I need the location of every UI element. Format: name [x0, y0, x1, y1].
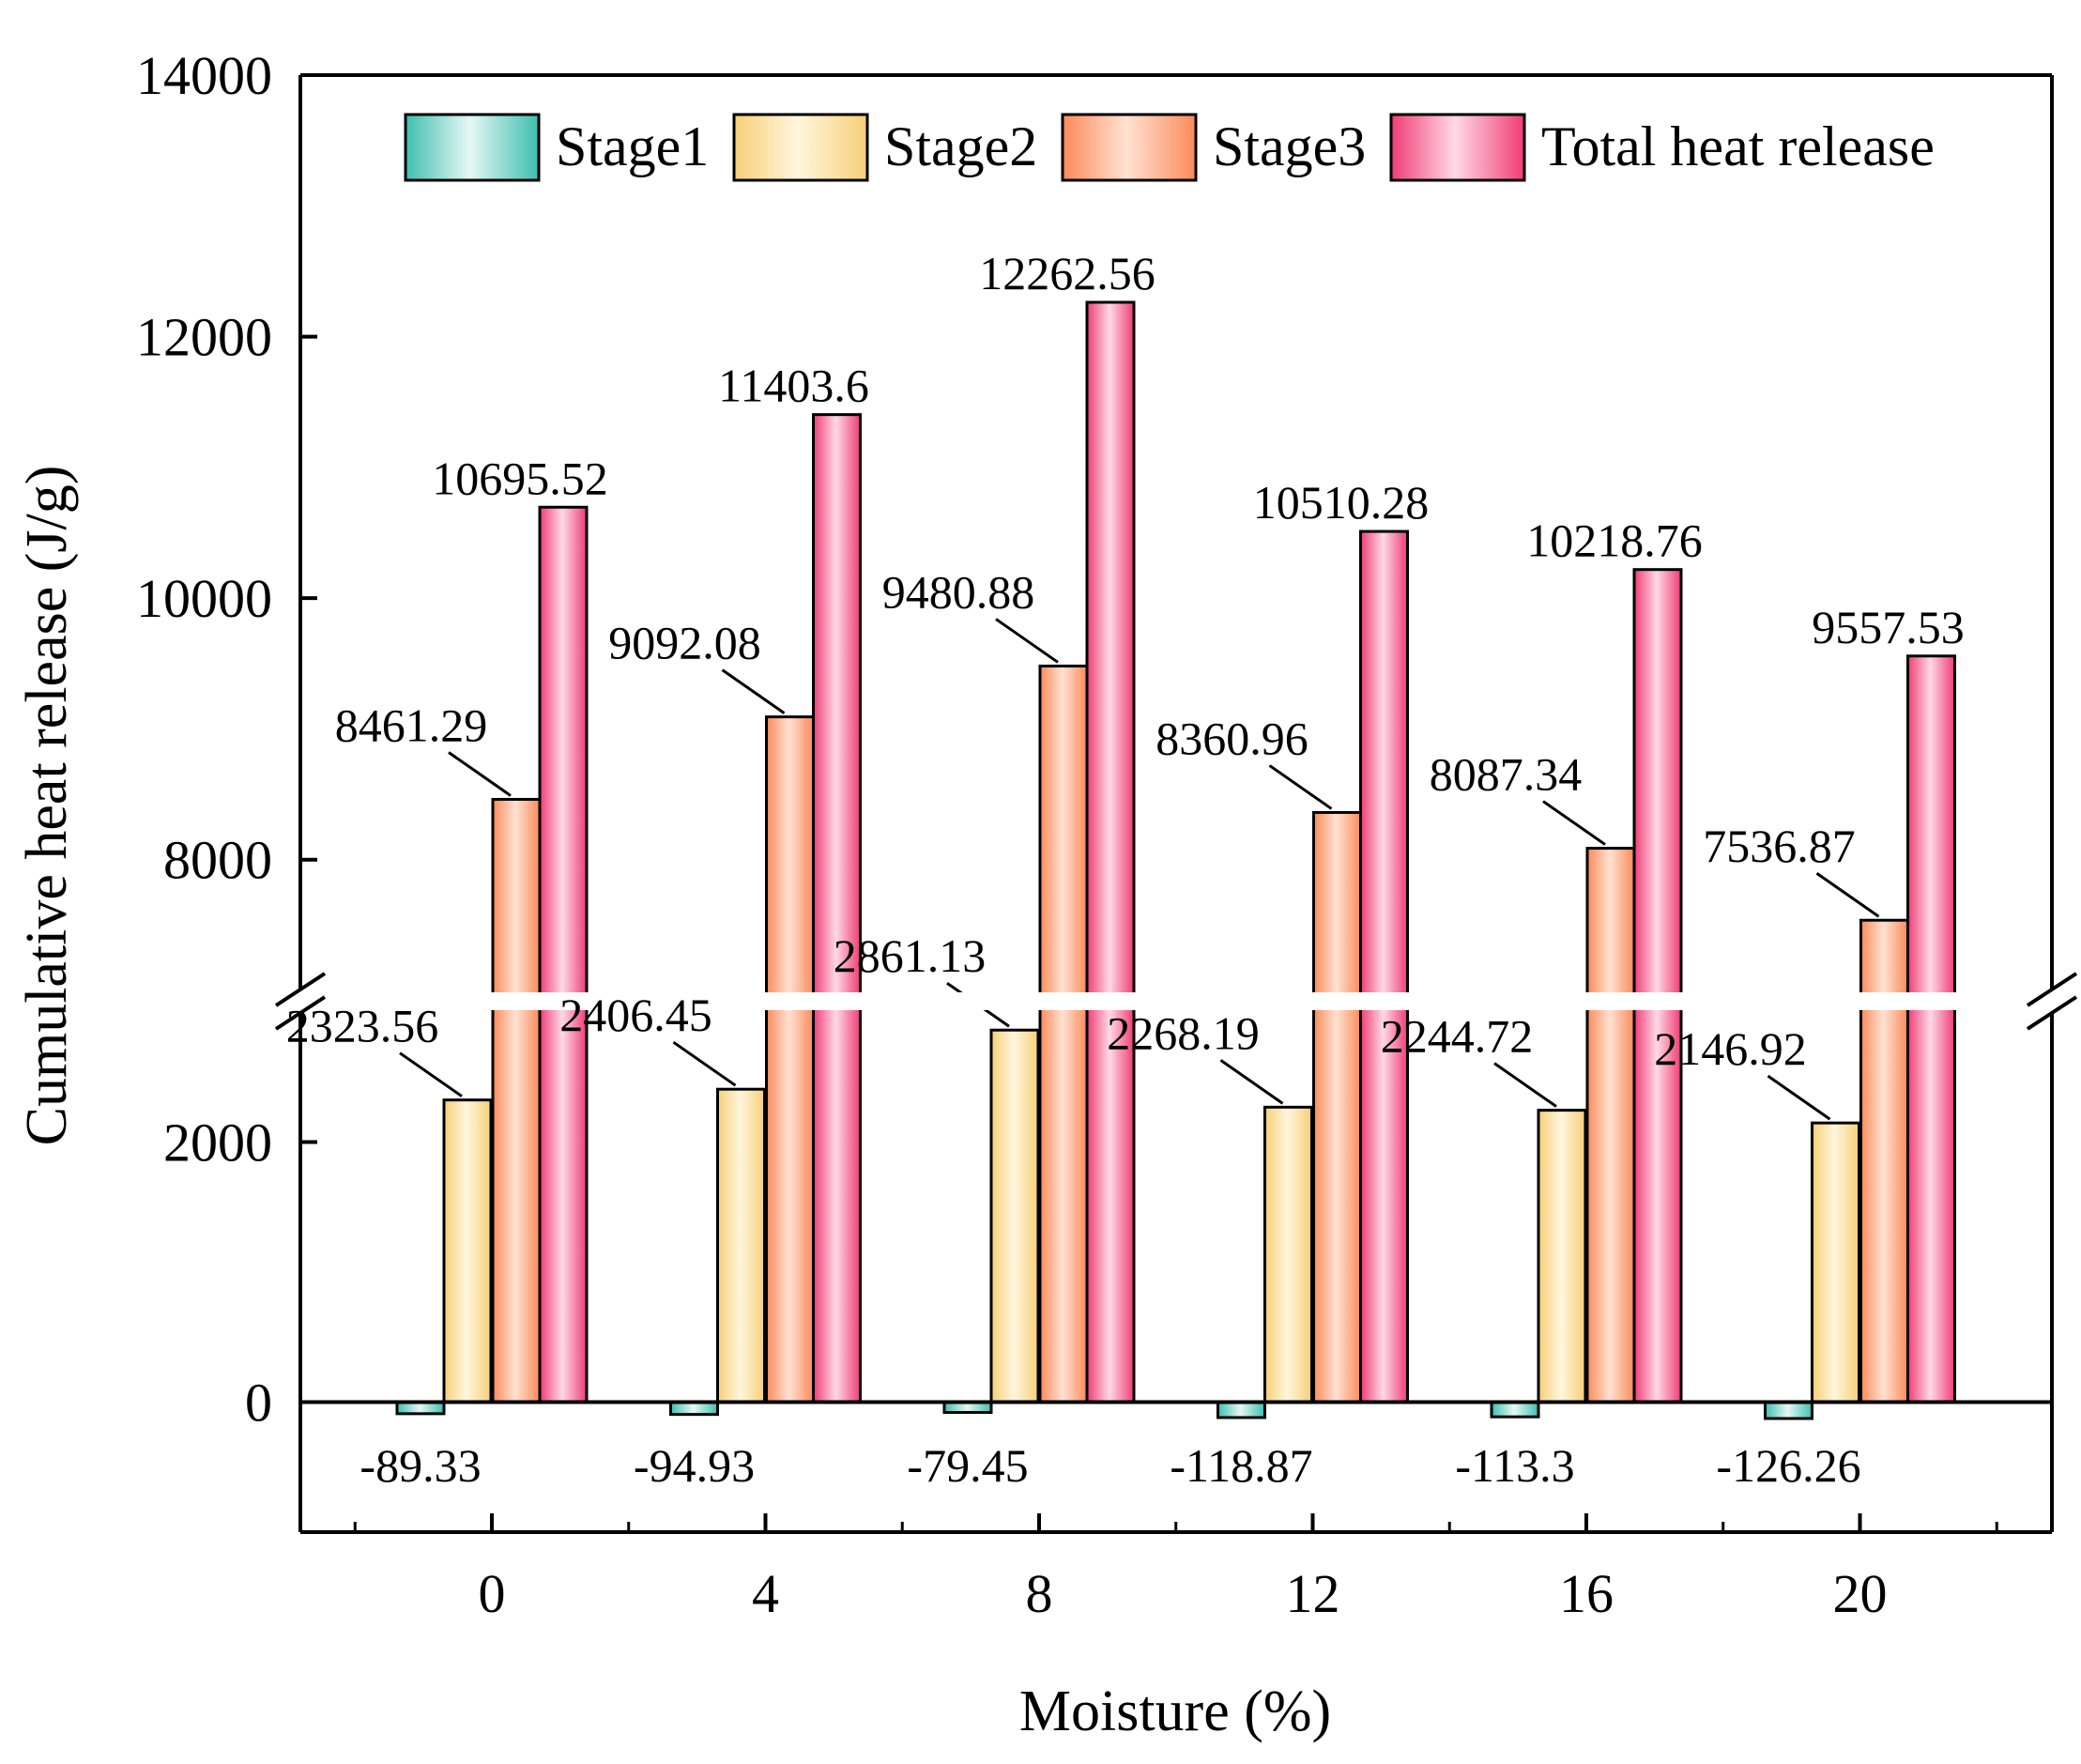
bar-total-heat-release-12 [1359, 529, 1409, 1404]
legend-swatch-stage1 [404, 113, 541, 182]
y-tick-14000-label: 14000 [136, 45, 272, 106]
bar-stage3-16 [1585, 847, 1636, 1404]
bar-stage3-12 [1312, 810, 1362, 1404]
bar-stage2-12 [1263, 1105, 1313, 1404]
break-mark-left-lower [274, 995, 327, 1031]
bar-stage2-0 [442, 1098, 493, 1404]
axis-break-gap [303, 992, 2049, 1010]
leader-stage3-20 [1815, 871, 1880, 918]
legend-swatch-total-heat-release [1389, 113, 1526, 182]
legend-swatch-stage3 [1061, 113, 1198, 182]
x-tick-16-label: 16 [1559, 1563, 1614, 1624]
break-mark-left-upper [274, 972, 327, 1007]
bars-layer [395, 300, 1956, 1420]
legend-label-stage1: Stage1 [556, 115, 709, 177]
label-stage3-4: 9092.08 [608, 617, 761, 669]
label-total-16: 10218.76 [1526, 514, 1703, 567]
label-stage2-12: 2268.19 [1107, 1006, 1260, 1059]
y-tick-12000-label: 12000 [136, 307, 272, 368]
legend-label-stage3: Stage3 [1213, 115, 1366, 177]
label-total-20: 9557.53 [1812, 601, 1965, 653]
break-mark-right-lower [2026, 995, 2078, 1031]
bar-stage2-8 [989, 1028, 1040, 1404]
bar-stage2-20 [1811, 1121, 1860, 1404]
label-stage2-4: 2406.45 [559, 989, 712, 1041]
leader-stage3-4 [721, 668, 786, 714]
label-stage1-8: -79.45 [907, 1439, 1028, 1492]
bar-stage2-4 [716, 1087, 766, 1404]
label-stage1-0: -89.33 [360, 1439, 481, 1492]
leader-stage3-8 [995, 618, 1059, 664]
leader-stage2-20 [1767, 1074, 1831, 1121]
leader-stage2-0 [399, 1051, 463, 1097]
y-axis-label: Cumulative heat release (J/g) [15, 466, 79, 1146]
ticks-layer: 0 2000 8000 10000 12000 14000 0 4 8 12 16 20 [136, 45, 1998, 1624]
bar-total-heat-release-16 [1632, 568, 1683, 1404]
break-mark-right-upper [2026, 972, 2078, 1007]
x-tick-12-label: 12 [1286, 1563, 1340, 1624]
label-stage1-12: -118.87 [1170, 1439, 1312, 1492]
label-stage3-0: 8461.29 [335, 698, 488, 751]
leader-lines-layer [399, 618, 1880, 1121]
bar-stage2-16 [1537, 1109, 1587, 1404]
label-stage3-16: 8087.34 [1430, 748, 1583, 801]
break-gap-band [303, 992, 2049, 1010]
bar-stage1-20 [1764, 1401, 1813, 1420]
x-tick-0-label: 0 [479, 1563, 506, 1624]
leader-stage3-16 [1542, 800, 1606, 846]
bar-stage3-8 [1038, 664, 1089, 1404]
legend: Stage1 Stage2 Stage3 Total heat release [404, 113, 1935, 182]
x-tick-20-label: 20 [1833, 1563, 1888, 1624]
label-stage2-16: 2244.72 [1381, 1010, 1534, 1063]
bar-total-heat-release-0 [538, 505, 589, 1404]
label-stage2-0: 2323.56 [286, 1000, 439, 1052]
y-tick-0-label: 0 [245, 1373, 272, 1434]
label-total-4: 11403.6 [718, 360, 869, 412]
bar-total-heat-release-8 [1085, 300, 1136, 1404]
legend-swatch-stage2 [732, 113, 869, 182]
label-total-12: 10510.28 [1253, 476, 1430, 529]
label-stage1-16: -113.3 [1455, 1439, 1574, 1492]
label-stage1-20: -126.26 [1716, 1439, 1860, 1492]
label-stage1-4: -94.93 [634, 1439, 755, 1492]
bar-total-heat-release-4 [812, 413, 862, 1404]
legend-label-stage2: Stage2 [884, 115, 1037, 177]
leader-stage2-4 [672, 1040, 737, 1087]
bar-stage3-0 [491, 797, 542, 1404]
leader-stage2-12 [1219, 1059, 1284, 1105]
label-stage3-8: 9480.88 [882, 565, 1035, 618]
label-total-0: 10695.52 [432, 452, 608, 504]
leader-stage3-0 [448, 751, 512, 797]
label-total-8: 12262.56 [979, 247, 1155, 299]
y-tick-2000-label: 2000 [163, 1112, 272, 1173]
bar-stage3-4 [765, 715, 815, 1404]
bar-stage1-12 [1216, 1401, 1266, 1419]
label-stage3-12: 8360.96 [1155, 712, 1308, 764]
value-labels-layer: -89.33 2323.56 8461.29 10695.52 -94.93 2406.4… [286, 247, 1965, 1492]
bar-stage1-16 [1490, 1401, 1540, 1419]
label-stage2-8: 2861.13 [834, 929, 987, 982]
label-stage2-20: 2146.92 [1654, 1022, 1807, 1075]
bar-total-heat-release-20 [1906, 654, 1956, 1404]
y-tick-8000-label: 8000 [163, 830, 272, 891]
leader-stage3-12 [1268, 764, 1333, 810]
legend-label-total-heat-release: Total heat release [1541, 115, 1935, 177]
x-axis-label: Moisture (%) [1019, 1680, 1331, 1743]
y-tick-10000-label: 10000 [136, 568, 272, 629]
x-tick-8-label: 8 [1026, 1563, 1053, 1624]
label-stage3-20: 7536.87 [1703, 820, 1856, 872]
x-tick-4-label: 4 [752, 1563, 779, 1624]
leader-stage2-16 [1493, 1062, 1557, 1108]
